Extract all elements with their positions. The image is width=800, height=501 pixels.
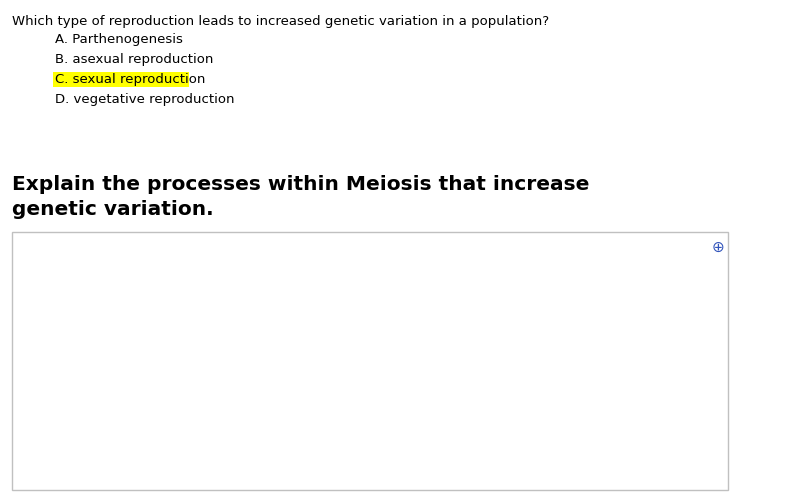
Text: A. Parthenogenesis: A. Parthenogenesis: [55, 33, 183, 46]
Text: genetic variation.: genetic variation.: [12, 200, 214, 219]
Text: ⊕: ⊕: [712, 240, 724, 255]
Text: D. vegetative reproduction: D. vegetative reproduction: [55, 93, 234, 106]
Text: B. asexual reproduction: B. asexual reproduction: [55, 53, 214, 66]
FancyBboxPatch shape: [53, 72, 189, 87]
Text: Explain the processes within Meiosis that increase: Explain the processes within Meiosis tha…: [12, 175, 590, 194]
FancyBboxPatch shape: [12, 232, 728, 490]
Text: C. sexual reproduction: C. sexual reproduction: [55, 73, 206, 86]
Text: Which type of reproduction leads to increased genetic variation in a population?: Which type of reproduction leads to incr…: [12, 15, 549, 28]
